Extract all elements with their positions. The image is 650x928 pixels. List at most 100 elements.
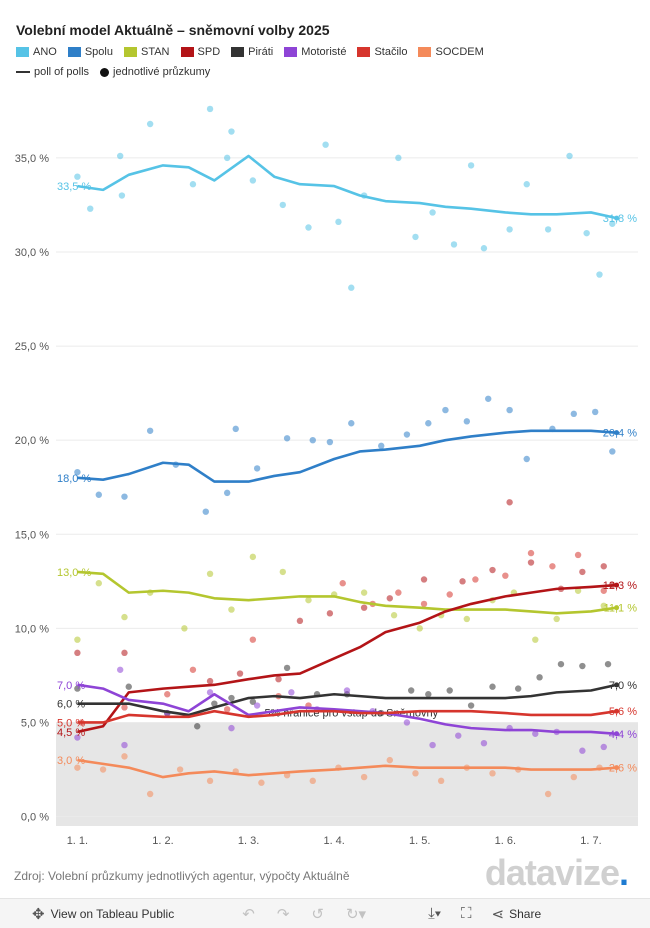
threshold-band xyxy=(56,722,638,826)
legend-label: STAN xyxy=(140,46,170,58)
series-start-label: 5,0 % xyxy=(57,717,85,729)
poll-point xyxy=(446,687,453,694)
y-tick-label: 5,0 % xyxy=(21,717,49,729)
poll-point xyxy=(489,683,496,690)
poll-point xyxy=(514,685,522,692)
poll-point xyxy=(74,468,81,476)
poll-point xyxy=(249,553,257,561)
series-end-point xyxy=(614,430,620,436)
chart-title: Volební model Aktuálně – sněmovní volby … xyxy=(16,22,330,38)
datavize-logo: datavize. xyxy=(484,852,629,894)
series-line xyxy=(77,758,617,779)
poll-point xyxy=(583,229,590,237)
poll-point xyxy=(532,636,539,643)
poll-point xyxy=(189,666,197,673)
download-icon[interactable]: ⤓▾ xyxy=(428,905,442,922)
poll-point xyxy=(459,578,466,585)
legend-item-pirati[interactable]: Piráti xyxy=(231,46,273,58)
x-tick-label: 1. 3. xyxy=(238,835,259,847)
poll-point xyxy=(258,779,265,786)
redo-icon[interactable]: ↷ xyxy=(276,905,290,923)
legend-item-motoriste[interactable]: Motoristé xyxy=(284,46,346,58)
poll-point xyxy=(146,427,154,434)
poll-point xyxy=(309,436,316,444)
poll-point xyxy=(279,568,287,576)
share-label: Share xyxy=(509,906,542,921)
legend-label: jednotlivé průzkumy xyxy=(113,66,211,78)
fullscreen-icon[interactable]: ⛶ xyxy=(461,905,472,922)
legend: ANO Spolu STAN SPD Piráti Motoristé Stač… xyxy=(16,46,484,58)
legend-swatch xyxy=(123,47,137,57)
poll-point xyxy=(378,442,385,450)
poll-point xyxy=(570,410,578,418)
series-end-label: 12,3 % xyxy=(603,580,637,592)
poll-point xyxy=(425,420,432,427)
poll-point xyxy=(523,181,530,188)
poll-point xyxy=(121,493,128,500)
legend-marks: poll of polls jednotlivé průzkumy xyxy=(16,66,210,78)
poll-point xyxy=(121,613,128,621)
poll-point xyxy=(570,773,578,781)
poll-point xyxy=(283,664,291,672)
poll-point xyxy=(544,790,552,798)
poll-point xyxy=(395,589,402,596)
legend-item-spd[interactable]: SPD xyxy=(180,46,221,58)
poll-point xyxy=(536,674,543,681)
poll-point xyxy=(566,152,573,160)
series-line xyxy=(77,683,617,717)
poll-point xyxy=(360,589,368,596)
line-swatch-icon xyxy=(16,71,30,73)
revert-icon[interactable]: ↺ xyxy=(311,905,324,923)
poll-point xyxy=(275,676,282,683)
legend-label: SPD xyxy=(197,46,221,58)
poll-point xyxy=(339,580,346,587)
legend-item-poll-of-polls: poll of polls xyxy=(16,66,89,78)
x-tick-label: 1. 4. xyxy=(323,835,344,847)
legend-item-stacilo[interactable]: Stačilo xyxy=(357,46,407,58)
y-tick-label: 10,0 % xyxy=(15,623,49,635)
legend-item-socdem[interactable]: SOCDEM xyxy=(418,46,484,58)
series-line xyxy=(77,429,617,483)
y-tick-label: 15,0 % xyxy=(15,529,49,541)
poll-point xyxy=(164,691,171,698)
y-tick-label: 20,0 % xyxy=(15,435,49,447)
poll-point xyxy=(472,576,479,583)
series-end-label: 20,4 % xyxy=(603,428,637,440)
series-end-point xyxy=(614,731,620,737)
poll-point xyxy=(412,770,419,777)
poll-point xyxy=(416,625,423,632)
series-start-label: 3,0 % xyxy=(57,755,85,767)
view-on-tableau-button[interactable]: ✥ View on Tableau Public xyxy=(32,905,174,923)
poll-point xyxy=(253,702,261,709)
legend-item-spolu[interactable]: Spolu xyxy=(67,46,113,58)
refresh-dropdown-icon[interactable]: ↻▾ xyxy=(345,905,367,923)
toolbar-actions: ⤓▾ ⛶ ⋖ Share xyxy=(428,905,541,923)
poll-point xyxy=(189,181,197,188)
poll-point xyxy=(236,670,244,677)
poll-point xyxy=(502,572,509,579)
y-tick-label: 35,0 % xyxy=(15,153,49,165)
legend-swatch xyxy=(357,47,371,57)
poll-point xyxy=(74,734,81,741)
legend-swatch xyxy=(418,47,432,57)
legend-item-stan[interactable]: STAN xyxy=(123,46,170,58)
series-line xyxy=(77,570,617,615)
poll-point xyxy=(420,600,428,608)
poll-point xyxy=(305,224,312,231)
poll-point xyxy=(343,687,351,694)
poll-point xyxy=(348,420,355,427)
series-end-label: 7,0 % xyxy=(609,680,637,692)
poll-point xyxy=(326,438,334,446)
poll-point xyxy=(279,201,287,209)
x-tick-label: 1. 6. xyxy=(495,835,516,847)
poll-point xyxy=(425,691,432,698)
undo-icon[interactable]: ↶ xyxy=(242,905,255,923)
poll-point xyxy=(467,702,475,709)
brand-main: datavize xyxy=(484,852,620,893)
poll-point xyxy=(176,766,184,773)
legend-swatch xyxy=(67,47,81,57)
series-start-label: 13,0 % xyxy=(57,567,91,579)
legend-item-ano[interactable]: ANO xyxy=(16,46,57,58)
share-button[interactable]: ⋖ Share xyxy=(492,905,542,923)
